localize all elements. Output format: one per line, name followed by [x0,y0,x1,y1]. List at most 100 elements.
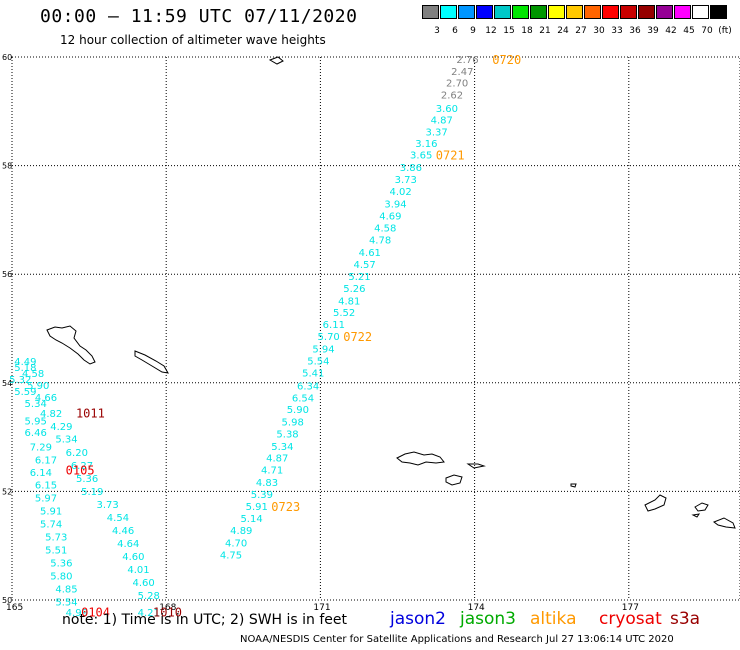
legend-swatch [530,5,547,19]
swh-reading: 4.01 [127,565,149,576]
pass-time-label: 1011 [76,407,105,421]
swh-reading: 4.57 [354,260,376,271]
island-atka [712,517,736,529]
units-note: note: 1) Time is in UTC; 2) SWH is in fe… [62,612,348,628]
legend-label: 3 [434,26,440,36]
swh-reading: 5.51 [45,546,67,557]
swh-reading: 5.26 [343,284,365,295]
swh-reading: 6.34 [297,382,319,393]
legend-label: 12 [485,26,497,36]
legend-label: 30 [593,26,605,36]
legend-swatch [710,5,727,19]
legend-label: 70 [701,26,713,36]
swh-reading: 4.60 [122,552,144,563]
swh-reading: 4.61 [359,248,381,259]
swh-reading: 5.91 [246,502,268,513]
legend-label: 21 [539,26,551,36]
legend-swatch [512,5,529,19]
legend-swatch [620,5,637,19]
swh-reading: 5.74 [40,519,62,530]
legend-swatch [656,5,673,19]
swh-reading: 4.82 [40,409,62,420]
island-amchitka [570,483,577,488]
swh-reading: 4.78 [369,235,391,246]
map-subtitle: 12 hour collection of altimeter wave hei… [60,33,326,47]
swh-reading: 6.20 [66,448,88,459]
lon-tick-label: 168 [159,603,176,613]
pass-time-label: 0720 [492,53,521,67]
swh-reading: 5.34 [271,442,293,453]
legend-swatch [476,5,493,19]
lon-tick-label: 171 [313,603,330,613]
swh-reading: 2.70 [446,79,468,90]
swh-reading: 6.14 [30,468,52,479]
swh-reading: 4.87 [431,115,453,126]
island-kamchatka-tip [268,56,284,65]
swh-reading: 3.94 [384,200,406,211]
legend-swatch [548,5,565,19]
swh-reading: 5.34 [25,399,47,410]
lat-tick-label: 58 [2,162,12,171]
swh-reading: 5.80 [50,572,72,583]
swh-reading: 2.62 [441,90,463,101]
pass-time-label: 0105 [66,464,95,478]
credit-line: NOAA/NESDIS Center for Satellite Applica… [240,634,674,645]
lon-tick-label: 177 [622,603,639,613]
swh-reading: 6.15 [35,480,57,491]
swh-reading: 5.52 [333,308,355,319]
swh-reading: 6.27 [71,461,93,472]
swh-reading: 4.54 [107,513,129,524]
swh-reading: 5.36 [76,474,98,485]
swh-reading: 4.60 [133,578,155,589]
pass-time-label: 0104 [81,605,110,619]
legend-swatch [692,5,709,19]
island-semisopochnoi [466,463,486,469]
swh-reading: 4.58 [22,369,44,380]
island-kiska [396,451,445,466]
pass-time-labels: 0720 0721 0722 0723 1011 0105 0104 1010 [66,53,522,619]
swh-reading: 5.70 [318,332,340,343]
swh-reading: 3.73 [97,500,119,511]
island-small-a [691,513,701,518]
legend-label: 42 [665,26,677,36]
satellite-altika: altika [530,609,577,629]
satellite-cryosat: cryosat [599,609,662,629]
swh-reading: 5.34 [55,435,77,446]
island-tanaga [644,494,667,512]
swh-reading: 5.36 [50,559,72,570]
legend-label: 24 [557,26,569,36]
legend-swatch [584,5,601,19]
swh-reading: 6.54 [292,393,314,404]
lon-tick-label: 165 [6,603,23,613]
swh-reading: 5.54 [307,357,329,368]
satellite-s3a: s3a [670,609,701,629]
legend-swatch [422,5,439,19]
swh-reading: 4.99 [66,608,88,619]
legend-swatch [494,5,511,19]
island-attu [46,325,96,365]
swh-reading: 5.90 [287,405,309,416]
swh-reading: 4.89 [230,526,252,537]
swh-reading: 5.73 [45,532,67,543]
island-agattu [134,350,169,374]
lat-lon-grid: 165 168 171 174 177 50 52 54 56 58 60 [2,53,740,613]
swh-reading: 5.41 [302,368,324,379]
legend-swatch [440,5,457,19]
swh-reading: 4.58 [374,224,396,235]
swh-reading: 7.29 [30,442,52,453]
swh-reading: 3.86 [400,163,422,174]
swh-reading: 5.97 [35,493,57,504]
legend-label: 9 [470,26,476,36]
pass-time-label: 0723 [271,500,300,514]
legend-swatch [458,5,475,19]
satellite-jason3: jason3 [460,609,516,629]
satellite-jason2: jason2 [390,609,446,629]
legend-label: 45 [683,26,695,36]
swh-reading: 5.32 [9,375,31,386]
swh-reading: 5.18 [14,363,36,374]
swh-reading: 5.21 [348,272,370,283]
island-adak [694,502,709,512]
swh-reading: 4.81 [338,296,360,307]
swh-reading: 6.11 [323,320,345,331]
lat-tick-label: 56 [2,270,12,279]
